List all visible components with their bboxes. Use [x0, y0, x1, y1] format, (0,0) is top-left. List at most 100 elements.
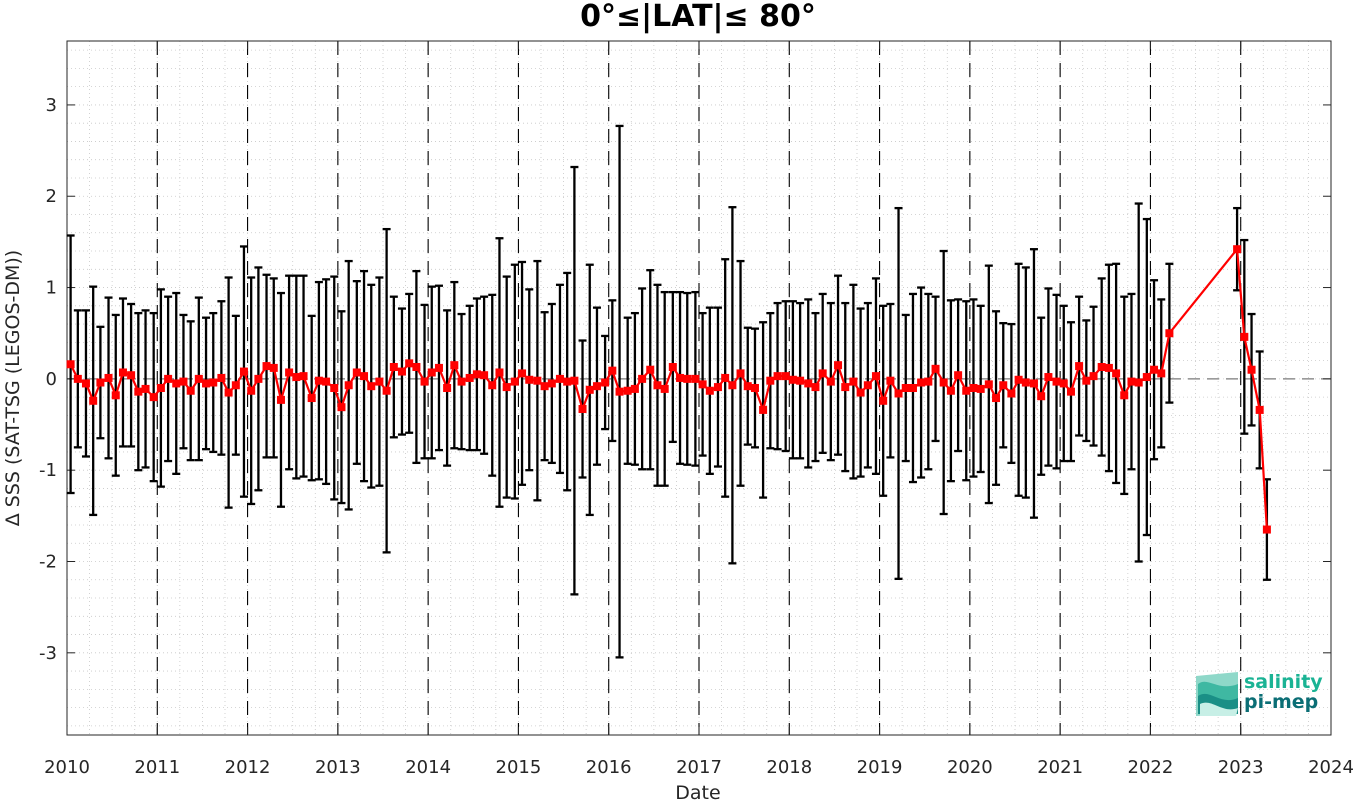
data-point-marker — [676, 373, 685, 382]
data-point-marker — [781, 372, 790, 381]
data-point-marker — [1150, 365, 1159, 374]
data-point-marker — [518, 369, 527, 378]
data-point-marker — [405, 359, 414, 368]
data-point-marker — [691, 374, 700, 383]
data-point-marker — [818, 369, 827, 378]
y-tick-label: 3 — [46, 95, 57, 116]
data-point-marker — [901, 384, 910, 392]
data-point-marker — [314, 376, 323, 385]
data-point-marker — [269, 363, 278, 372]
y-tick-label: -3 — [39, 643, 57, 664]
data-point-marker — [1082, 376, 1091, 385]
data-point-marker — [389, 362, 398, 371]
data-point-marker — [89, 396, 98, 405]
data-point-marker — [1097, 362, 1106, 371]
data-point-marker — [931, 364, 940, 373]
data-point-marker — [202, 379, 211, 388]
data-point-marker — [164, 374, 173, 383]
data-point-marker — [292, 373, 301, 382]
data-point-marker — [465, 373, 474, 382]
data-point-marker — [434, 363, 443, 372]
data-point-marker — [630, 384, 639, 393]
data-point-marker — [863, 381, 872, 390]
data-point-marker — [352, 368, 361, 377]
data-point-marker — [412, 362, 421, 371]
data-point-marker — [111, 391, 120, 400]
x-tick-label: 2019 — [857, 757, 903, 778]
data-point-marker — [1240, 332, 1249, 341]
data-point-marker — [1021, 378, 1030, 387]
data-point-marker — [638, 374, 647, 383]
y-tick-label: -2 — [39, 552, 57, 573]
x-tick-label: 2014 — [405, 757, 451, 778]
data-point-marker — [653, 381, 662, 390]
data-point-marker — [194, 374, 203, 383]
data-point-marker — [141, 384, 150, 393]
data-point-marker — [796, 376, 805, 385]
data-point-marker — [728, 381, 737, 390]
data-point-marker — [668, 362, 677, 371]
y-tick-label: 0 — [46, 369, 57, 390]
data-point-marker — [149, 393, 158, 402]
axis-labels: 0°≤|LAT|≤ 80° Date Δ SSS (SAT-TSG (LEGOS… — [2, 0, 816, 801]
x-tick-label: 2012 — [225, 757, 271, 778]
data-point-marker — [592, 382, 601, 391]
data-point-marker — [81, 379, 90, 388]
data-point-marker — [984, 380, 993, 389]
data-point-marker — [299, 372, 308, 381]
data-point-marker — [330, 384, 339, 392]
data-point-marker — [472, 370, 481, 379]
data-point-marker — [1247, 365, 1256, 374]
data-point-marker — [766, 376, 775, 385]
data-point-marker — [1262, 525, 1271, 534]
data-point-marker — [1044, 373, 1053, 382]
data-point-marker — [1233, 245, 1242, 254]
data-point-marker — [156, 384, 165, 392]
data-point-marker — [578, 405, 587, 414]
logo-text-salinity: salinity — [1244, 671, 1323, 693]
logo-text-pi-mep: pi-mep — [1244, 691, 1318, 713]
data-point-marker — [276, 395, 285, 404]
data-point-marker — [788, 375, 797, 384]
data-point-marker — [743, 382, 752, 391]
x-tick-label: 2022 — [1128, 757, 1174, 778]
data-point-marker — [420, 377, 429, 386]
data-point-marker — [134, 387, 143, 396]
data-point-marker — [1142, 373, 1151, 382]
data-point-marker — [450, 361, 459, 370]
data-point-marker — [999, 381, 1008, 390]
x-tick-label: 2017 — [676, 757, 722, 778]
data-point-marker — [66, 360, 75, 369]
x-tick-label: 2024 — [1308, 757, 1354, 778]
data-point-marker — [1120, 391, 1129, 400]
data-point-marker — [683, 374, 692, 383]
x-tick-label: 2023 — [1218, 757, 1264, 778]
data-point-marker — [954, 371, 963, 380]
data-point-marker — [721, 373, 730, 382]
data-point-marker — [1255, 405, 1264, 414]
data-point-marker — [262, 362, 271, 371]
data-point-marker — [502, 383, 511, 392]
data-point-marker — [917, 378, 926, 387]
data-point-marker — [924, 377, 933, 386]
x-tick-label: 2020 — [947, 757, 993, 778]
y-axis-label: Δ SSS (SAT-TSG (LEGOS-DM)) — [2, 250, 24, 526]
y-tick-label: 2 — [46, 186, 57, 207]
data-point-marker — [382, 386, 391, 395]
data-point-marker — [186, 386, 195, 395]
data-point-marker — [1007, 389, 1016, 398]
data-point-marker — [804, 379, 813, 388]
data-point-marker — [939, 378, 948, 387]
data-point-marker — [337, 403, 346, 412]
data-point-marker — [1059, 379, 1068, 388]
data-point-marker — [1104, 363, 1113, 372]
data-point-marker — [360, 372, 369, 381]
data-point-marker — [992, 394, 1001, 403]
data-point-marker — [750, 384, 759, 392]
axes: 2010 2011 2012 2013 2014 2015 2016 2017 2018 2019… — [39, 40, 1354, 778]
x-tick-label: 2018 — [766, 757, 812, 778]
data-point-marker — [217, 373, 226, 382]
data-point-marker — [344, 381, 353, 390]
data-point-marker — [427, 368, 436, 377]
data-point-marker — [179, 377, 188, 386]
